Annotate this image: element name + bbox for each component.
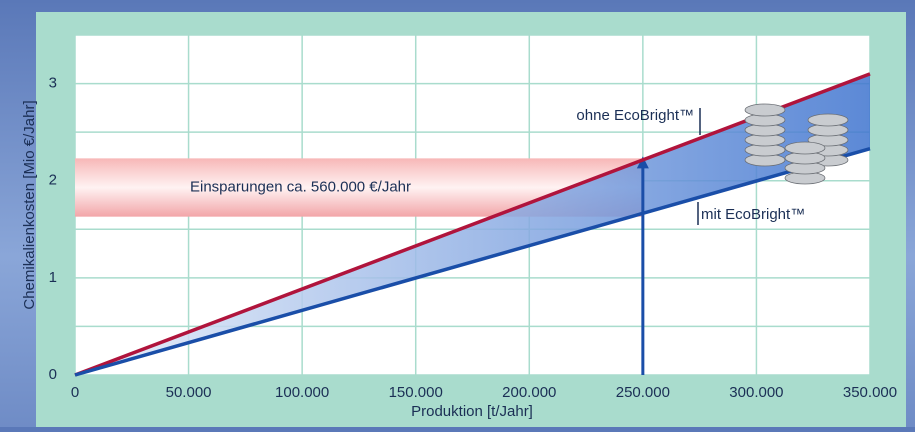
series-label: mit EcoBright™ (701, 206, 805, 223)
x-tick-label: 50.000 (166, 384, 212, 401)
y-tick-label: 1 (49, 269, 57, 286)
annotation-label: Einsparungen ca. 560.000 €/Jahr (190, 178, 411, 195)
x-tick-label: 150.000 (389, 384, 443, 401)
y-axis-title: Chemikalienkosten [Mio €/Jahr] (21, 100, 38, 309)
x-tick-label: 100.000 (275, 384, 329, 401)
x-tick-label: 200.000 (502, 384, 556, 401)
y-tick-label: 2 (49, 172, 57, 189)
x-tick-label: 300.000 (729, 384, 783, 401)
x-axis-title: Produktion [t/Jahr] (411, 403, 533, 420)
x-tick-label: 350.000 (843, 384, 897, 401)
chart: 0 50.000 100.000 150.000 200.000 250.000 300.0… (0, 0, 915, 427)
page: {"chart_data": {"type": "line", "x_label… (0, 0, 915, 427)
y-tick-label: 3 (49, 75, 57, 92)
x-tick-label: 250.000 (616, 384, 670, 401)
x-tick-label: 0 (71, 384, 79, 401)
y-tick-label: 0 (49, 366, 57, 383)
series-label: ohne EcoBright™ (576, 107, 694, 124)
